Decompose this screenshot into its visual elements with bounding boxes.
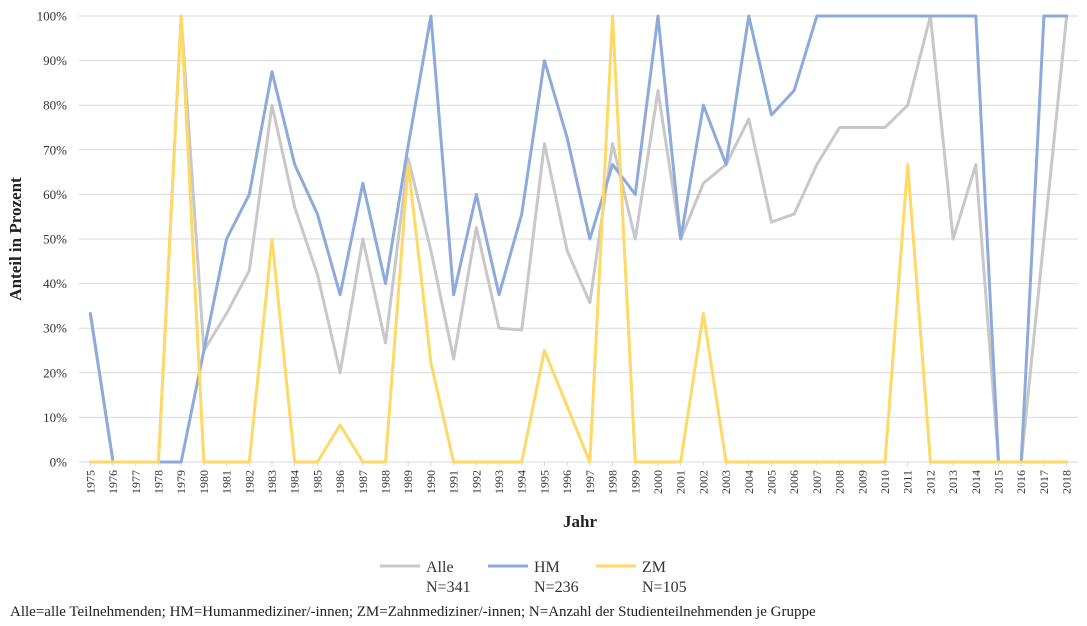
x-tick-label: 2014 bbox=[969, 470, 983, 494]
x-tick-label: 2018 bbox=[1060, 470, 1074, 494]
y-tick-label: 10% bbox=[43, 410, 67, 425]
y-tick-label: 80% bbox=[43, 98, 67, 113]
x-tick-label: 2016 bbox=[1014, 470, 1028, 494]
x-tick-label: 1983 bbox=[265, 470, 279, 494]
x-tick-label: 1988 bbox=[379, 470, 393, 494]
x-tick-label: 2013 bbox=[946, 470, 960, 494]
x-tick-label: 2007 bbox=[810, 470, 824, 494]
x-tick-label: 1998 bbox=[606, 470, 620, 494]
x-tick-label: 1978 bbox=[151, 470, 165, 494]
series-line-zm bbox=[88, 14, 1069, 464]
x-tick-label: 2012 bbox=[923, 470, 937, 494]
series-line-alle bbox=[88, 14, 1069, 464]
x-tick-label: 1996 bbox=[560, 470, 574, 494]
gridlines bbox=[79, 15, 1078, 463]
y-tick-label: 20% bbox=[43, 365, 67, 380]
series-lines bbox=[88, 14, 1069, 464]
x-tick-label: 2002 bbox=[696, 470, 710, 494]
x-tick-label: 2017 bbox=[1037, 470, 1051, 494]
x-tick-label: 1976 bbox=[106, 470, 120, 494]
x-tick-label: 2004 bbox=[742, 470, 756, 494]
x-tick-label: 2001 bbox=[674, 470, 688, 494]
x-tick-label: 2003 bbox=[719, 470, 733, 494]
x-tick-label: 1989 bbox=[401, 470, 415, 494]
x-tick-label: 1980 bbox=[197, 470, 211, 494]
x-tick-label: 1982 bbox=[242, 470, 256, 494]
y-axis-title: Anteil in Prozent bbox=[6, 177, 25, 301]
x-tick-label: 2000 bbox=[651, 470, 665, 494]
x-tick-label: 1992 bbox=[469, 470, 483, 494]
y-tick-label: 100% bbox=[37, 9, 68, 24]
x-tick-label: 1977 bbox=[129, 470, 143, 494]
y-tick-label: 30% bbox=[43, 321, 67, 336]
x-tick-label: 1990 bbox=[424, 470, 438, 494]
legend-count-hm: N=236 bbox=[534, 579, 579, 596]
x-tick-label: 1991 bbox=[447, 470, 461, 494]
x-tick-label: 2008 bbox=[833, 470, 847, 494]
x-tick-label: 2010 bbox=[878, 470, 892, 494]
legend-count-alle: N=341 bbox=[426, 579, 471, 596]
y-axis-ticks: 0% 10% 20% 30% 40% 50% 60% 70% 80% 90% 100% bbox=[37, 9, 68, 470]
x-tick-label: 2006 bbox=[787, 470, 801, 494]
x-axis-title: Jahr bbox=[563, 512, 597, 531]
x-tick-label: 1984 bbox=[288, 470, 302, 494]
footnote: Alle=alle Teilnehmenden; HM=Humanmedizin… bbox=[10, 604, 816, 620]
x-tick-label: 1987 bbox=[356, 470, 370, 494]
y-tick-label: 90% bbox=[43, 53, 67, 68]
x-tick-label: 2009 bbox=[855, 470, 869, 494]
y-tick-label: 70% bbox=[43, 142, 67, 157]
y-tick-label: 0% bbox=[50, 455, 68, 470]
x-tick-label: 1979 bbox=[174, 470, 188, 494]
y-tick-label: 40% bbox=[43, 276, 67, 291]
series-line-hm bbox=[88, 14, 1069, 464]
x-tick-label: 1985 bbox=[310, 470, 324, 494]
legend-count-zm: N=105 bbox=[642, 579, 687, 596]
x-tick-label: 2011 bbox=[901, 470, 915, 494]
x-tick-label: 1975 bbox=[83, 470, 97, 494]
x-tick-label: 1999 bbox=[628, 470, 642, 494]
x-tick-label: 1993 bbox=[492, 470, 506, 494]
y-tick-label: 60% bbox=[43, 187, 67, 202]
legend-label-alle: Alle bbox=[426, 559, 454, 576]
legend-label-hm: HM bbox=[534, 559, 560, 576]
x-axis-ticks: 1975 1976 1977 1978 1979 1980 1981 1982 1983 1984… bbox=[83, 462, 1074, 494]
x-tick-label: 1994 bbox=[515, 470, 529, 494]
x-tick-label: 2015 bbox=[992, 470, 1006, 494]
x-tick-label: 1997 bbox=[583, 470, 597, 494]
y-tick-label: 50% bbox=[43, 232, 67, 247]
legend: Alle N=341 HM N=236 ZM N=105 bbox=[380, 559, 687, 596]
legend-label-zm: ZM bbox=[642, 559, 666, 576]
x-tick-label: 1981 bbox=[220, 470, 234, 494]
x-tick-label: 2005 bbox=[764, 470, 778, 494]
x-tick-label: 1986 bbox=[333, 470, 347, 494]
x-tick-label: 1995 bbox=[537, 470, 551, 494]
